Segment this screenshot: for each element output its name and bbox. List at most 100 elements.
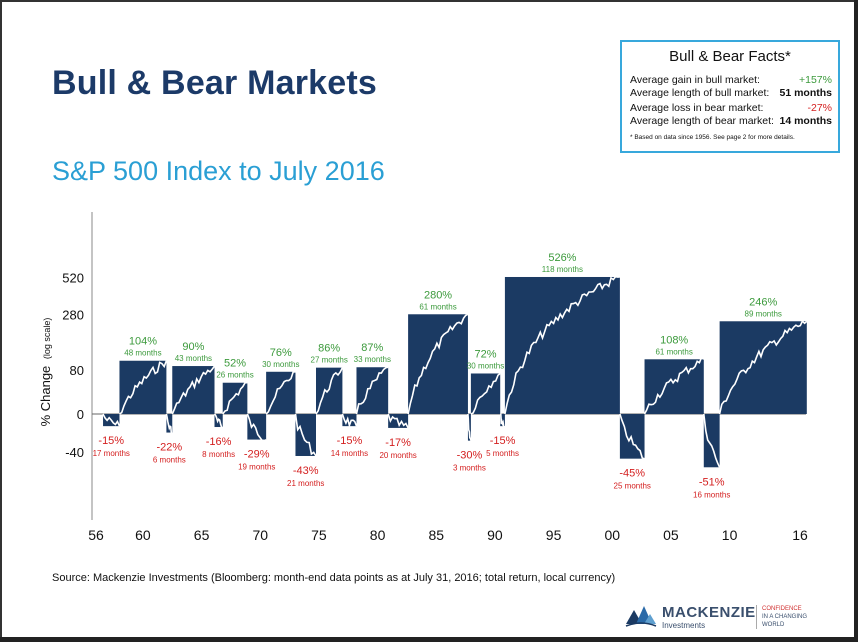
x-tick-label: 95	[546, 527, 562, 543]
market-pct-label: -43%	[293, 465, 319, 477]
index-line-bull	[315, 367, 344, 415]
market-bar-bear	[500, 414, 505, 427]
x-tick-label: 56	[88, 527, 104, 543]
index-line-bull	[265, 371, 296, 415]
frame-left-border	[0, 0, 2, 640]
market-pct-label: 86%	[318, 343, 340, 355]
x-tick-label: 00	[604, 527, 620, 543]
x-tick-label: 60	[135, 527, 151, 543]
market-pct-label: 108%	[660, 334, 688, 346]
market-pct-label: -30%	[457, 450, 483, 462]
index-line-bear	[294, 413, 317, 457]
facts-label: Average loss in bear market:	[630, 102, 764, 114]
index-line-bear	[387, 413, 409, 429]
index-line-bull	[718, 319, 808, 415]
x-tick-label: 80	[370, 527, 386, 543]
index-line-bull	[504, 275, 620, 415]
index-line-bull	[643, 355, 705, 415]
y-tick-label: 520	[62, 271, 84, 286]
market-months-label: 43 months	[175, 354, 212, 363]
market-months-label: 20 months	[379, 451, 416, 460]
page-title: Bull & Bear Markets	[52, 64, 378, 102]
x-ticks-layer: 56 60 65 70 75 80 85 90 95 00 05 10 16	[88, 527, 808, 543]
market-bar-bull	[356, 367, 389, 414]
y-tick-label: 80	[70, 363, 84, 378]
market-months-label: 14 months	[331, 449, 368, 458]
market-months-label: 17 months	[93, 449, 130, 458]
y-axis-label-note: (log scale)	[42, 318, 52, 360]
market-pct-label: -45%	[619, 468, 645, 480]
market-months-label: 118 months	[542, 265, 583, 274]
y-tick-label: -40	[65, 445, 84, 460]
market-months-label: 89 months	[745, 309, 782, 318]
market-months-label: 33 months	[354, 355, 391, 364]
index-line-bear	[102, 413, 121, 427]
facts-row-avg-bull-length: Average length of bull market: 51 months	[630, 87, 832, 99]
frame-top-border	[0, 0, 856, 2]
facts-row-avg-bear-length: Average length of bear market: 14 months	[630, 115, 832, 127]
market-pct-label: 280%	[424, 289, 452, 301]
mackenzie-logo: MACKENZIE Investments CONFIDENCE IN A CH…	[624, 600, 824, 634]
logo-name: MACKENZIE	[662, 604, 756, 621]
market-months-label: 6 months	[153, 456, 186, 465]
market-months-label: 3 months	[453, 464, 486, 473]
market-bar-bear	[467, 414, 471, 441]
market-pct-label: -29%	[244, 449, 270, 461]
facts-value: -27%	[807, 102, 832, 114]
source-note: Source: Mackenzie Investments (Bloomberg…	[52, 572, 616, 584]
market-pct-label: -16%	[206, 436, 232, 448]
market-pct-label: 104%	[129, 336, 157, 348]
index-line-bear	[165, 413, 174, 436]
mackenzie-logo-icon	[625, 606, 657, 627]
market-pct-label: 76%	[270, 347, 292, 359]
market-bar-bull	[119, 360, 167, 414]
index-line-bear	[246, 413, 267, 443]
x-tick-label: 90	[487, 527, 503, 543]
x-tick-label: 65	[194, 527, 210, 543]
market-pct-label: 87%	[361, 342, 383, 354]
index-line-bear	[499, 413, 506, 430]
market-months-label: 61 months	[655, 347, 692, 356]
market-bar-bull	[172, 366, 215, 414]
facts-label: Average length of bear market:	[630, 115, 774, 127]
market-months-label: 30 months	[262, 360, 299, 369]
y-ticks-layer: 520 280 80 0 -40	[62, 271, 84, 460]
index-line-bull	[470, 372, 501, 415]
market-months-label: 5 months	[486, 449, 519, 458]
market-pct-label: -15%	[337, 435, 363, 447]
y-axis-label-main: % Change	[38, 366, 53, 427]
market-pct-label: -15%	[98, 435, 124, 447]
market-pct-label: 526%	[548, 252, 576, 264]
facts-row-avg-loss: Average loss in bear market: -27%	[630, 102, 832, 114]
market-bar-bull	[719, 321, 807, 414]
logo-sub: Investments	[662, 621, 706, 630]
y-axis-label: % Change (log scale)	[38, 318, 53, 427]
market-bar-bear	[295, 414, 316, 456]
facts-value: 14 months	[779, 115, 832, 127]
market-months-label: 27 months	[311, 356, 348, 365]
index-line-bear	[213, 413, 224, 429]
market-bar-bull	[504, 276, 620, 414]
market-pct-label: -51%	[699, 476, 725, 488]
index-line-bear	[703, 413, 721, 468]
facts-label: Average length of bull market:	[630, 87, 770, 99]
x-tick-label: 05	[663, 527, 679, 543]
logo-tagline: CONFIDENCE IN A CHANGING WORLD	[756, 605, 824, 629]
facts-footnote: * Based on data since 1956. See page 2 f…	[630, 134, 795, 141]
market-pct-label: -15%	[490, 435, 516, 447]
market-months-label: 8 months	[202, 450, 235, 459]
market-months-label: 19 months	[238, 463, 275, 472]
market-months-label: 16 months	[693, 490, 730, 499]
market-pct-label: 90%	[182, 341, 204, 353]
labels-layer: -15% 17 months 104%48 months -22% 6 months 90…	[93, 252, 782, 499]
x-tick-label: 10	[722, 527, 738, 543]
index-line-bear	[467, 413, 472, 441]
market-bar-bull	[222, 382, 248, 414]
market-pct-label: -17%	[385, 437, 411, 449]
index-lines-layer	[102, 275, 808, 468]
chart-subtitle: S&P 500 Index to July 2016	[52, 156, 385, 186]
logo-tagline-1: CONFIDENCE	[762, 606, 802, 612]
market-months-label: 26 months	[216, 371, 253, 380]
market-months-label: 61 months	[419, 302, 456, 311]
